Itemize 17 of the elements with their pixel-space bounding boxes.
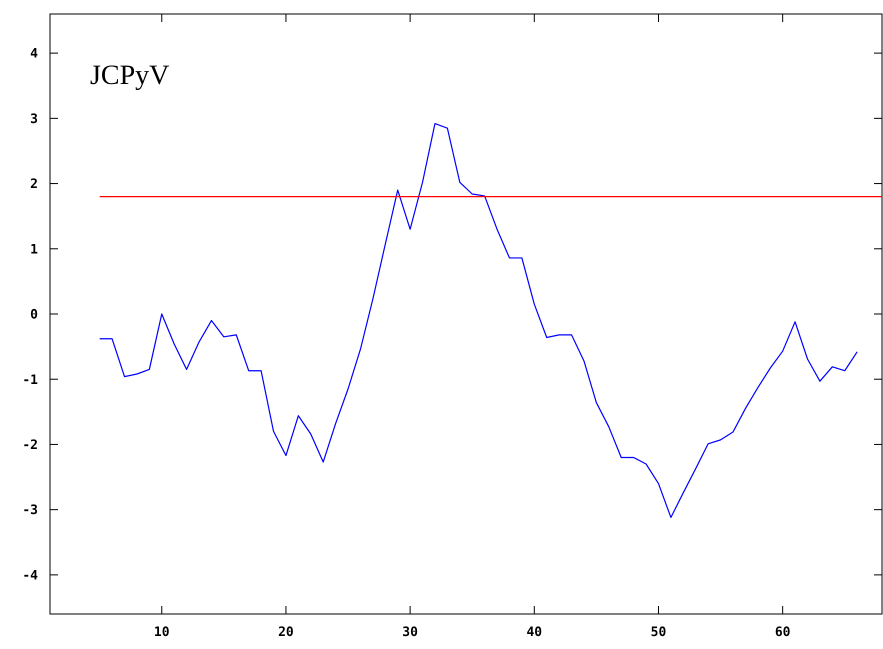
x-tick-label: 20 [278, 625, 294, 640]
x-tick-label: 40 [526, 625, 542, 640]
y-tick-label: 0 [30, 308, 38, 323]
y-tick-label: 1 [30, 242, 38, 258]
y-tick-label: -3 [22, 503, 38, 518]
y-tick-label: -1 [22, 372, 38, 388]
line-series [99, 122, 858, 518]
x-tick-label: 60 [774, 625, 791, 640]
x-tick-label: 10 [154, 625, 170, 640]
y-tick-label: -4 [22, 568, 38, 584]
y-tick-label: 2 [30, 177, 38, 192]
y-tick-label: 4 [30, 46, 38, 62]
annotation: JCPyV [90, 60, 170, 91]
x-tick-label: 50 [650, 625, 666, 640]
x-tick-label: 30 [402, 625, 418, 640]
y-tick-label: -2 [22, 438, 38, 453]
y-tick-label: 3 [30, 112, 38, 127]
